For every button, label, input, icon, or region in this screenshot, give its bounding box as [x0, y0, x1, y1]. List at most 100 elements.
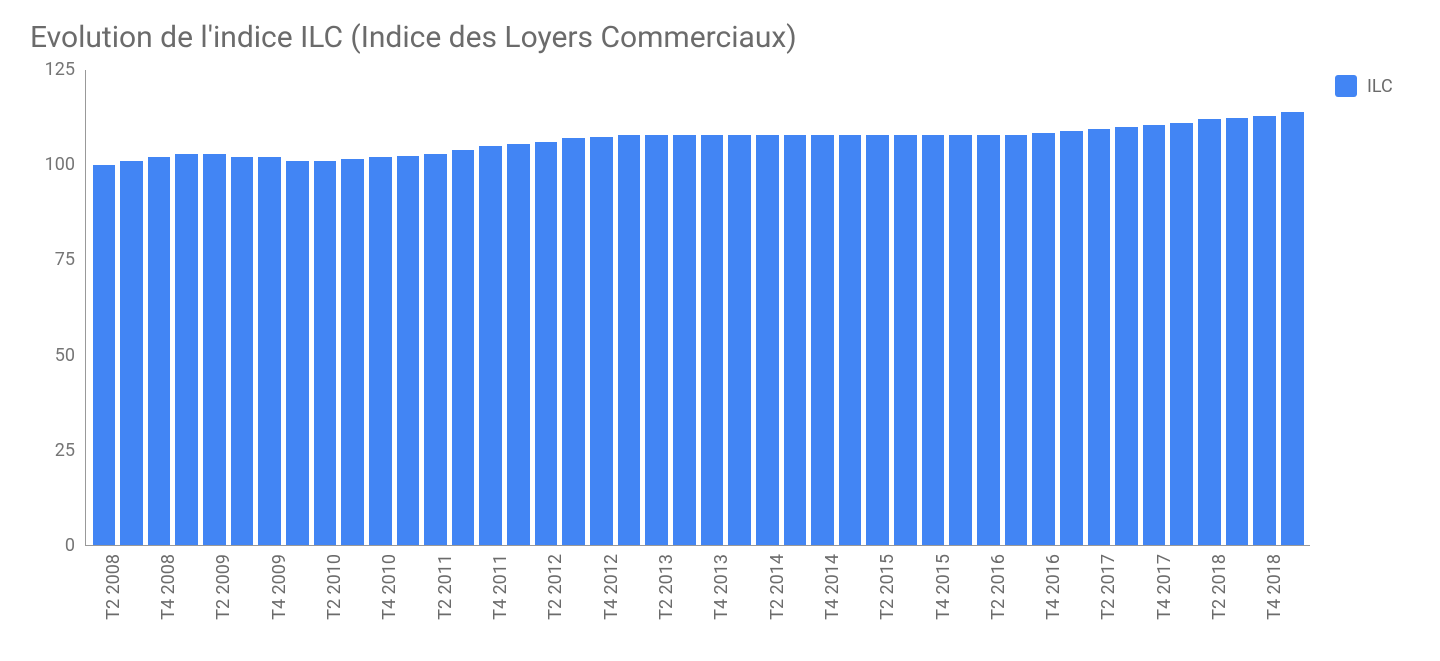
x-label-slot: T4 2012 [589, 546, 612, 651]
bar [1143, 125, 1166, 545]
x-label-slot: T4 2011 [479, 546, 502, 651]
x-label-slot: T4 2009 [257, 546, 280, 651]
x-label-slot [506, 546, 529, 651]
bar [1005, 135, 1028, 545]
chart-body: 1251007550250 T2 2008 T4 2008 T2 2009 T4 20… [30, 70, 1410, 651]
bar [1226, 118, 1249, 546]
x-label-slot [617, 546, 640, 651]
chart-title: Evolution de l'indice ILC (Indice des Lo… [30, 20, 1410, 55]
chart-container: Evolution de l'indice ILC (Indice des Lo… [0, 0, 1440, 661]
x-label-slot [1225, 546, 1248, 651]
x-label-slot [230, 546, 253, 651]
x-label-slot [174, 546, 197, 651]
bar [341, 159, 364, 545]
x-label-slot: T4 2013 [700, 546, 723, 651]
bar [148, 157, 171, 545]
y-axis: 1251007550250 [30, 70, 85, 546]
bar [922, 135, 945, 545]
x-label-slot [285, 546, 308, 651]
bar [949, 135, 972, 545]
bar [120, 161, 143, 545]
plot-row: 1251007550250 [30, 70, 1310, 546]
x-label-slot [838, 546, 861, 651]
legend-swatch [1335, 75, 1357, 97]
x-label-slot [949, 546, 972, 651]
bar [452, 150, 475, 545]
bar [562, 138, 585, 545]
x-label-slot: T4 2015 [921, 546, 944, 651]
bar [397, 156, 420, 546]
legend-item: ILC [1335, 75, 1410, 97]
bar [977, 135, 1000, 545]
bar [314, 161, 337, 545]
x-label-slot: T4 2016 [1032, 546, 1055, 651]
x-label-slot: T2 2008 [92, 546, 115, 651]
x-label-slot [672, 546, 695, 651]
bar [1170, 123, 1193, 545]
x-axis-labels: T2 2008 T4 2008 T2 2009 T4 2009 T2 2010 T4 20… [85, 546, 1310, 651]
bar [203, 154, 226, 545]
bar [1253, 116, 1276, 545]
bar [1060, 131, 1083, 545]
bar [756, 135, 779, 545]
legend-label: ILC [1367, 76, 1393, 97]
bar [1032, 133, 1055, 545]
bar [701, 135, 724, 545]
bar [590, 137, 613, 546]
x-label-slot: T4 2014 [811, 546, 834, 651]
plot-wrapper: 1251007550250 T2 2008 T4 2008 T2 2009 T4 20… [30, 70, 1310, 651]
bar [618, 135, 641, 545]
bar [286, 161, 309, 545]
x-label-slot [562, 546, 585, 651]
x-label-slot: T2 2015 [866, 546, 889, 651]
x-label-slot: T4 2008 [147, 546, 170, 651]
bar [673, 135, 696, 545]
x-label-slot: T4 2010 [368, 546, 391, 651]
x-label-slot [1170, 546, 1193, 651]
x-label-slot: T2 2016 [977, 546, 1000, 651]
bar [1115, 127, 1138, 545]
x-label-slot: T2 2018 [1198, 546, 1221, 651]
bar [535, 142, 558, 545]
legend: ILC [1310, 70, 1410, 651]
bar [1281, 112, 1304, 545]
x-label-slot: T2 2013 [645, 546, 668, 651]
x-labels-row: T2 2008 T4 2008 T2 2009 T4 2009 T2 2010 T4 20… [30, 546, 1310, 651]
bar [645, 135, 668, 545]
x-label-slot [340, 546, 363, 651]
x-label-slot [451, 546, 474, 651]
x-label-slot: T4 2017 [1142, 546, 1165, 651]
x-label-slot: T2 2012 [534, 546, 557, 651]
x-labels-spacer [30, 546, 85, 651]
x-label-slot: T4 2018 [1253, 546, 1276, 651]
x-label-slot: T2 2009 [202, 546, 225, 651]
plot-area [85, 70, 1310, 546]
x-label-slot [894, 546, 917, 651]
bar [866, 135, 889, 545]
x-label-slot: T2 2017 [1087, 546, 1110, 651]
x-label-slot: T2 2010 [313, 546, 336, 651]
x-label-slot [119, 546, 142, 651]
bar [424, 154, 447, 545]
bar [784, 135, 807, 545]
bar [258, 157, 281, 545]
bar [839, 135, 862, 545]
bar [93, 165, 116, 545]
x-label-slot [396, 546, 419, 651]
bar [894, 135, 917, 545]
x-label-slot [1059, 546, 1082, 651]
bar [811, 135, 834, 545]
x-label-slot [728, 546, 751, 651]
x-label-slot: T2 2011 [423, 546, 446, 651]
bar [728, 135, 751, 545]
x-label-slot [1004, 546, 1027, 651]
bar [479, 146, 502, 545]
x-label-slot [1115, 546, 1138, 651]
bar [369, 157, 392, 545]
bar [175, 154, 198, 545]
bar [231, 157, 254, 545]
bar [1198, 119, 1221, 545]
x-label-slot [783, 546, 806, 651]
bar [507, 144, 530, 545]
x-label-slot [1281, 546, 1304, 651]
